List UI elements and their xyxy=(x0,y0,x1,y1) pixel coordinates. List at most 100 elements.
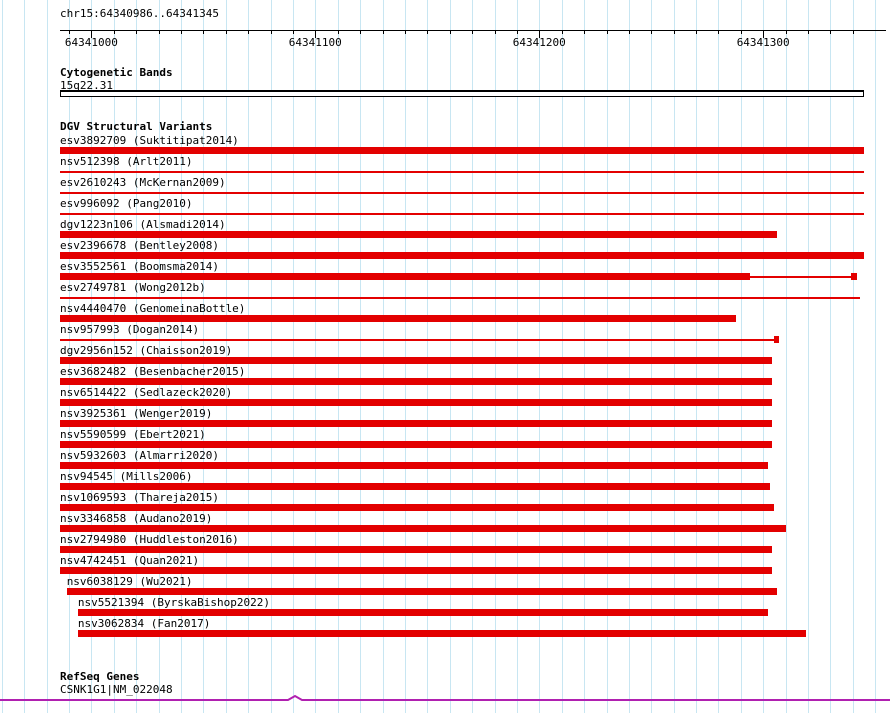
gridline xyxy=(69,0,70,713)
gridline xyxy=(404,0,406,713)
gridline xyxy=(449,0,451,713)
variant-label[interactable]: nsv957993 (Dogan2014) xyxy=(60,323,200,336)
gridline xyxy=(651,0,653,713)
minor-tick xyxy=(651,30,653,34)
minor-tick xyxy=(225,30,227,34)
variant-label[interactable]: nsv2794980 (Huddleston2016) xyxy=(60,533,239,546)
variant-bar[interactable] xyxy=(60,546,773,553)
variant-bar[interactable] xyxy=(66,588,777,595)
refseq-gene-label[interactable]: CSNK1G1|NM_022048 xyxy=(60,683,173,696)
gridline xyxy=(158,0,160,713)
gridline xyxy=(270,0,272,713)
gridline xyxy=(91,0,93,713)
variant-line[interactable] xyxy=(60,192,864,194)
variant-line[interactable] xyxy=(60,213,864,215)
gridline xyxy=(225,0,227,713)
variant-line[interactable] xyxy=(60,171,864,173)
gridline xyxy=(830,0,832,713)
variant-label[interactable]: esv3682482 (Besenbacher2015) xyxy=(60,365,246,378)
variant-label[interactable]: esv2396678 (Bentley2008) xyxy=(60,239,219,252)
refseq-gene-line[interactable] xyxy=(0,694,890,701)
variant-label[interactable]: esv2610243 (McKernan2009) xyxy=(60,176,226,189)
gridline xyxy=(763,0,765,713)
gridline xyxy=(696,0,697,713)
minor-tick xyxy=(808,30,809,34)
variant-label[interactable]: nsv5932603 (Almarri2020) xyxy=(60,449,219,462)
variant-bar[interactable] xyxy=(60,420,773,427)
variant-bar[interactable] xyxy=(60,147,864,154)
gridline xyxy=(203,0,205,713)
variant-line[interactable] xyxy=(749,276,851,278)
minor-tick xyxy=(158,30,160,34)
region-title: chr15:64340986..64341345 xyxy=(60,7,219,20)
gridline xyxy=(360,0,362,713)
variant-label[interactable]: nsv6514422 (Sedlazeck2020) xyxy=(60,386,233,399)
gridline xyxy=(785,0,787,713)
variant-bar[interactable] xyxy=(60,231,777,238)
variant-bar[interactable] xyxy=(774,336,779,343)
variant-label[interactable]: esv3552561 (Boomsma2014) xyxy=(60,260,219,273)
gridline xyxy=(113,0,115,713)
gridline xyxy=(472,0,474,713)
variant-bar[interactable] xyxy=(60,483,770,490)
minor-tick xyxy=(472,30,474,34)
variant-bar[interactable] xyxy=(60,357,773,364)
tick-label: 64341100 xyxy=(288,36,342,49)
variant-bar[interactable] xyxy=(850,273,858,280)
variant-label[interactable]: nsv3346858 (Audano2019) xyxy=(60,512,213,525)
variant-bar[interactable] xyxy=(60,252,864,259)
gridline xyxy=(718,0,720,713)
minor-tick xyxy=(404,30,406,34)
variant-bar[interactable] xyxy=(60,273,750,280)
minor-tick xyxy=(606,30,608,34)
variant-label[interactable]: nsv4440470 (GenomeinaBottle) xyxy=(60,302,246,315)
minor-tick xyxy=(852,30,854,34)
gridline xyxy=(1,0,3,713)
gridline xyxy=(292,0,294,713)
variant-bar[interactable] xyxy=(60,399,773,406)
minor-tick xyxy=(248,30,250,34)
variant-bar[interactable] xyxy=(77,630,806,637)
cytoband-box[interactable] xyxy=(60,90,864,97)
minor-tick xyxy=(516,30,518,34)
variant-bar[interactable] xyxy=(60,504,775,511)
variant-label[interactable]: esv2749781 (Wong2012b) xyxy=(60,281,206,294)
variant-label[interactable]: nsv1069593 (Thareja2015) xyxy=(60,491,219,504)
variant-label[interactable]: nsv5590599 (Ebert2021) xyxy=(60,428,206,441)
tick-label: 64341300 xyxy=(736,36,790,49)
variant-label[interactable]: dgv1223n106 (Alsmadi2014) xyxy=(60,218,226,231)
variant-label[interactable]: dgv2956n152 (Chaisson2019) xyxy=(60,344,233,357)
variant-label[interactable]: nsv4742451 (Quan2021) xyxy=(60,554,200,567)
variant-label[interactable]: nsv512398 (Arlt2011) xyxy=(60,155,193,168)
gridline xyxy=(875,0,877,713)
variant-bar[interactable] xyxy=(60,462,768,469)
minor-tick xyxy=(673,30,675,34)
variant-bar[interactable] xyxy=(60,441,773,448)
variant-bar[interactable] xyxy=(60,567,773,574)
variant-label[interactable]: esv3892709 (Suktitipat2014) xyxy=(60,134,239,147)
variant-line[interactable] xyxy=(60,339,775,341)
variant-label[interactable]: nsv6038129 (Wu2021) xyxy=(66,575,193,588)
cytoband-track-title: Cytogenetic Bands xyxy=(60,66,173,79)
variant-label[interactable]: nsv3062834 (Fan2017) xyxy=(77,617,211,630)
variant-label[interactable]: esv996092 (Pang2010) xyxy=(60,197,193,210)
variant-bar[interactable] xyxy=(60,378,773,385)
variant-bar[interactable] xyxy=(77,609,768,616)
variant-bar[interactable] xyxy=(60,315,737,322)
major-tick xyxy=(315,30,317,38)
gridline xyxy=(427,0,429,713)
gridline xyxy=(315,0,317,713)
variant-label[interactable]: nsv3925361 (Wenger2019) xyxy=(60,407,213,420)
variant-line[interactable] xyxy=(60,297,860,299)
gridline xyxy=(852,0,854,713)
gridline xyxy=(248,0,250,713)
tick-label: 64341000 xyxy=(64,36,118,49)
variant-label[interactable]: nsv5521394 (ByrskaBishop2022) xyxy=(77,596,270,609)
major-tick xyxy=(763,30,765,38)
gridline xyxy=(584,0,586,713)
variant-label[interactable]: nsv94545 (Mills2006) xyxy=(60,470,193,483)
variant-bar[interactable] xyxy=(60,525,786,532)
minor-tick xyxy=(337,30,339,34)
minor-tick xyxy=(360,30,362,34)
minor-tick xyxy=(69,30,70,34)
